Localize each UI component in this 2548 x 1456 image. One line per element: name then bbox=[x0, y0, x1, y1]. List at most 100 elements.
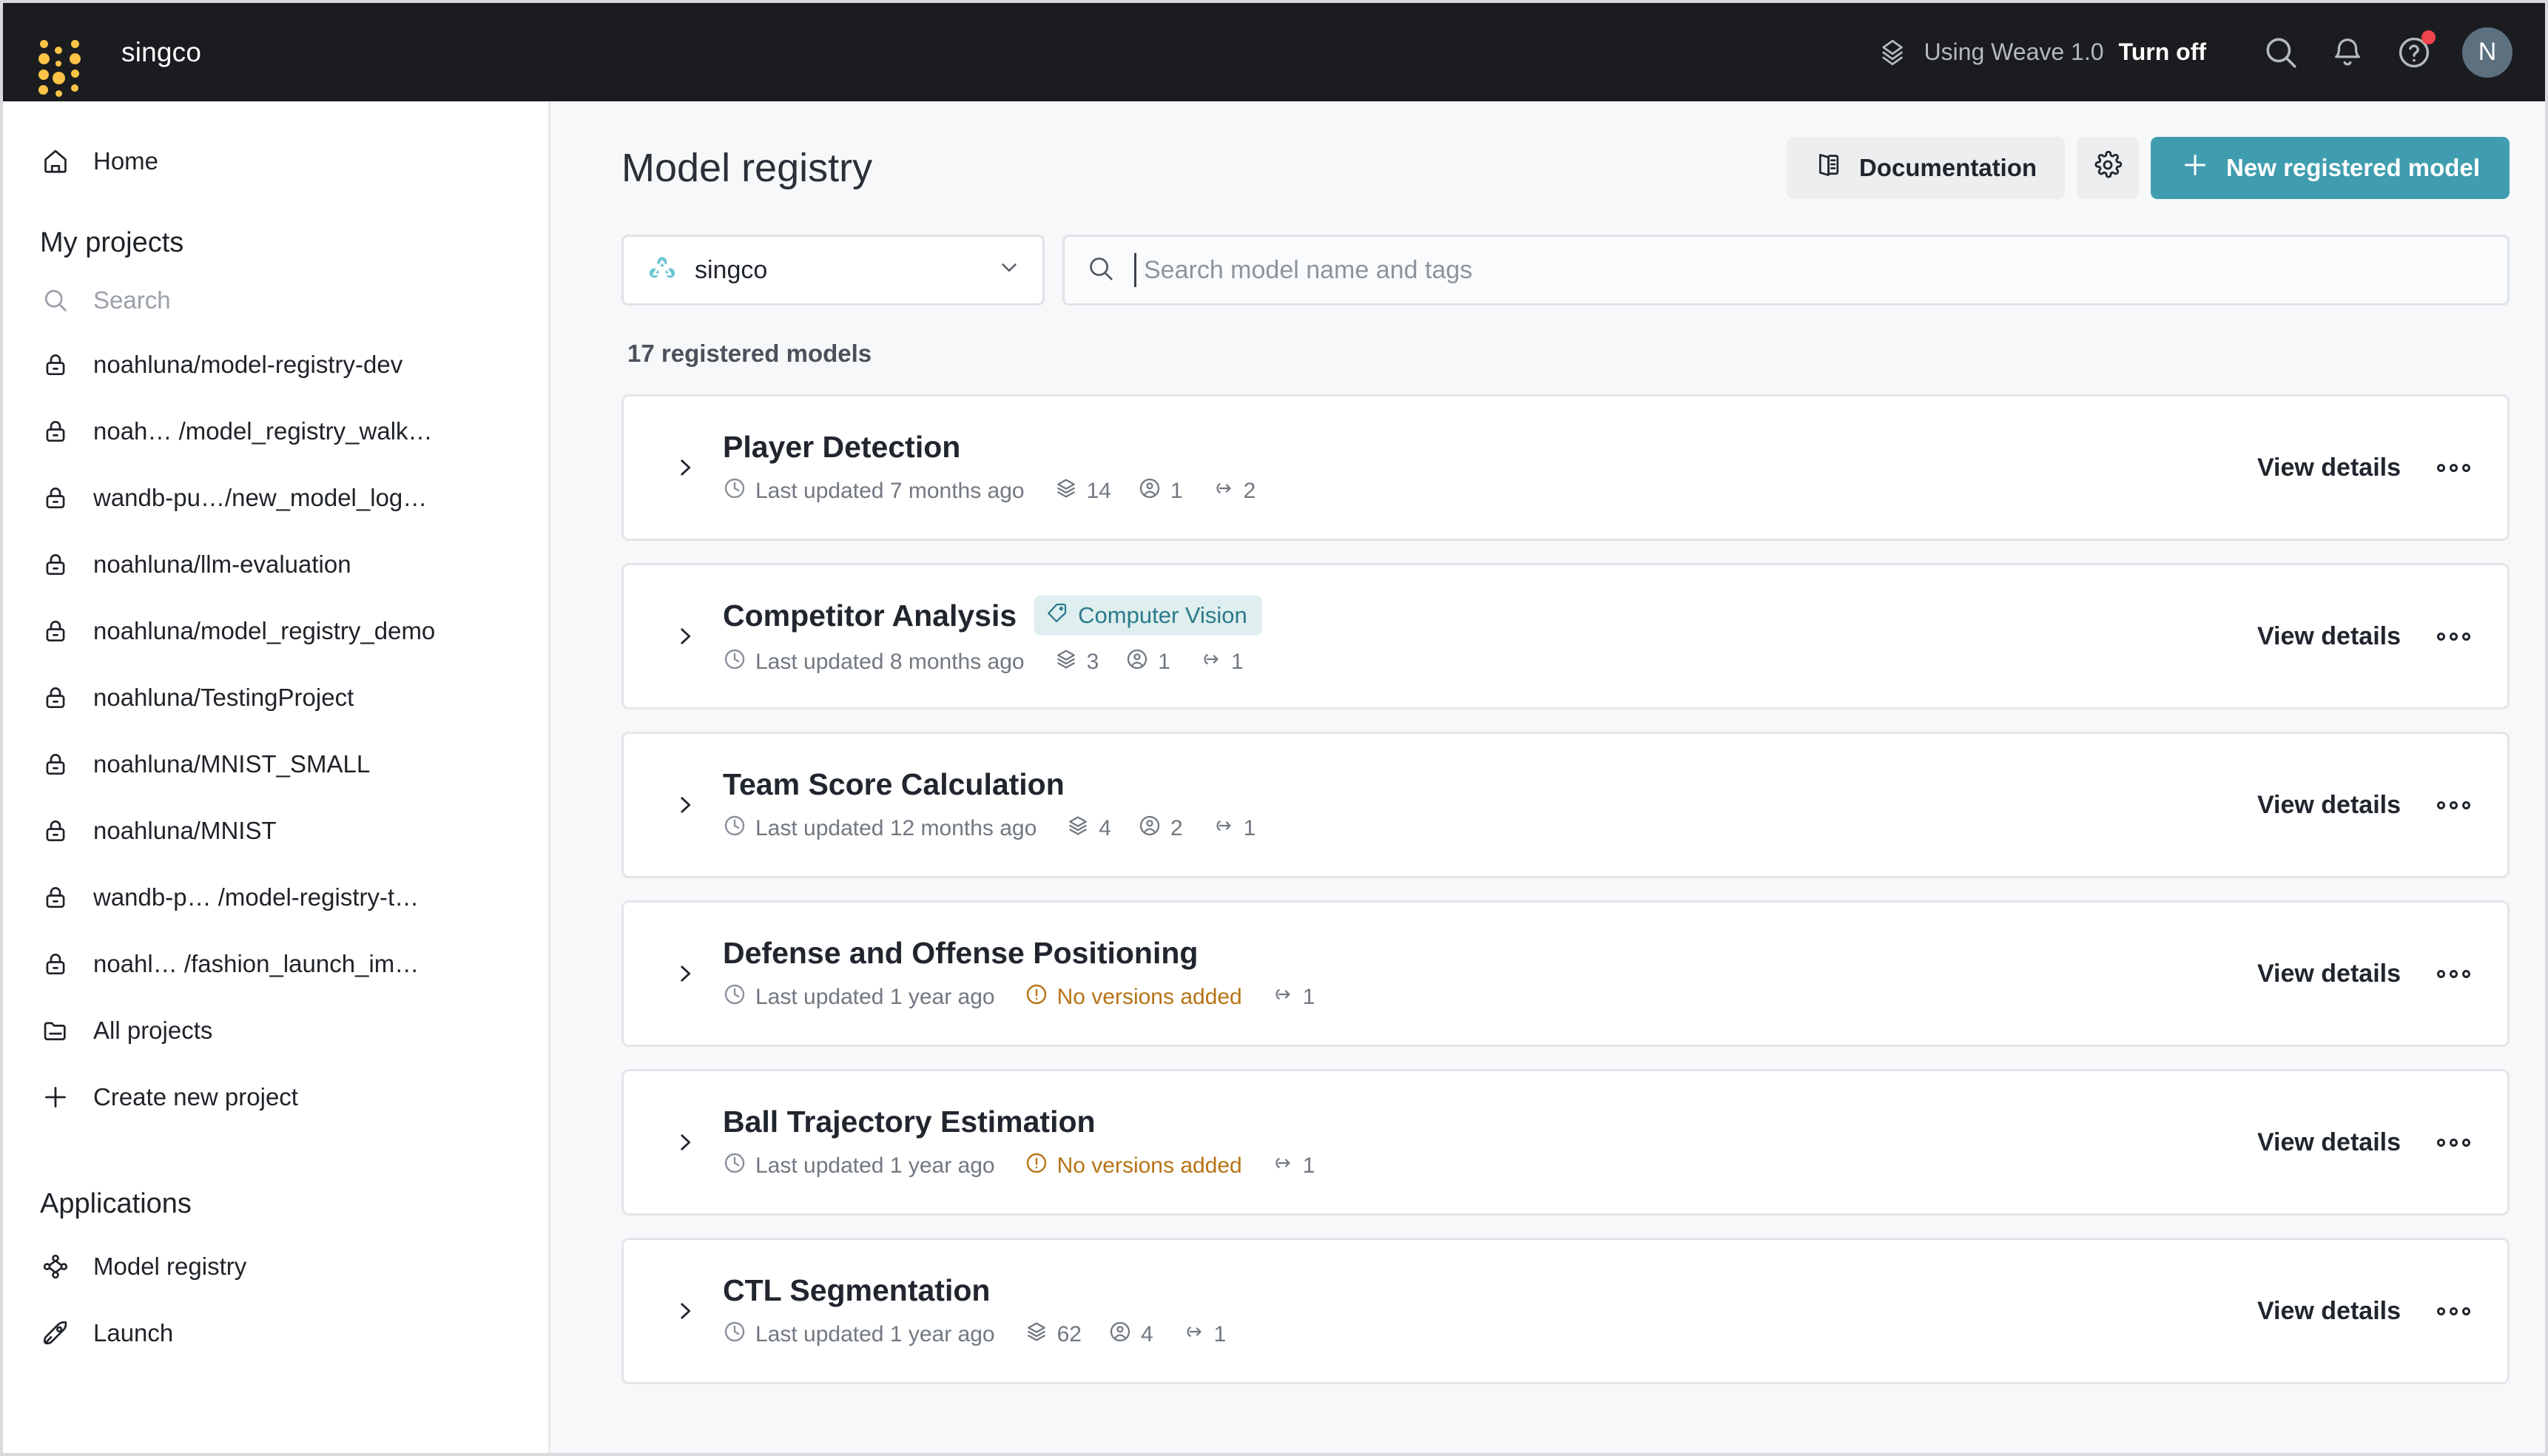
model-search-input[interactable]: Search model name and tags bbox=[1062, 235, 2510, 306]
lock-icon bbox=[40, 948, 71, 980]
expand-chevron-icon[interactable] bbox=[668, 961, 702, 986]
more-options-icon[interactable] bbox=[2426, 1284, 2481, 1338]
chevron-down-icon bbox=[997, 255, 1022, 286]
more-options-icon[interactable] bbox=[2426, 946, 2481, 1001]
user-count-value: 2 bbox=[1170, 815, 1183, 840]
layers-icon bbox=[1066, 814, 1090, 843]
more-options-icon[interactable] bbox=[2426, 778, 2481, 832]
expand-chevron-icon[interactable] bbox=[668, 792, 702, 818]
version-count: 62 bbox=[1025, 1320, 1082, 1349]
model-title[interactable]: Defense and Offense Positioning bbox=[723, 935, 1199, 970]
expand-chevron-icon[interactable] bbox=[668, 624, 702, 649]
user-count: 4 bbox=[1108, 1320, 1153, 1349]
search-icon[interactable] bbox=[2258, 30, 2304, 75]
view-details-button[interactable]: View details bbox=[2257, 790, 2401, 819]
link-count-value: 1 bbox=[1230, 650, 1244, 674]
model-card[interactable]: Defense and Offense Positioning Last upda… bbox=[621, 900, 2510, 1047]
bell-icon[interactable] bbox=[2325, 30, 2370, 75]
sidebar-item-project[interactable]: noah… /model_registry_walk… bbox=[3, 398, 548, 465]
link-count: 1 bbox=[1269, 1151, 1315, 1181]
link-count: 1 bbox=[1197, 647, 1244, 677]
sidebar-item-create-new-project[interactable]: Create new project bbox=[3, 1064, 548, 1130]
sidebar-item-project[interactable]: noahluna/model_registry_demo bbox=[3, 598, 548, 664]
sidebar-item-project[interactable]: noahluna/MNIST_SMALL bbox=[3, 731, 548, 798]
model-title[interactable]: Ball Trajectory Estimation bbox=[723, 1104, 1096, 1139]
model-tag[interactable]: Computer Vision bbox=[1034, 596, 1262, 636]
sidebar-item-label: All projects bbox=[93, 1017, 213, 1044]
workspace-brand-name[interactable]: singco bbox=[121, 36, 202, 67]
view-details-button[interactable]: View details bbox=[2257, 1128, 2401, 1156]
user-count-value: 1 bbox=[1170, 478, 1183, 503]
view-details-button[interactable]: View details bbox=[2257, 959, 2401, 988]
model-card[interactable]: Team Score Calculation Last updated 12 mo… bbox=[621, 732, 2510, 878]
user-count-value: 1 bbox=[1158, 650, 1170, 674]
sidebar-item-label: Create new project bbox=[93, 1083, 298, 1110]
expand-chevron-icon[interactable] bbox=[668, 1298, 702, 1324]
sidebar-item-project[interactable]: wandb-pu…/new_model_log… bbox=[3, 465, 548, 531]
sidebar-item-label: noahluna/model_registry_demo bbox=[93, 617, 436, 644]
model-title-row: Competitor Analysis Computer Vision bbox=[723, 596, 2235, 636]
sidebar-item-project[interactable]: noahl… /fashion_launch_im… bbox=[3, 931, 548, 997]
model-title[interactable]: Team Score Calculation bbox=[723, 766, 1065, 801]
org-select-value: singco bbox=[695, 255, 768, 284]
user-circle-icon bbox=[1138, 476, 1162, 506]
home-icon bbox=[40, 146, 71, 177]
model-title-row: Defense and Offense Positioning bbox=[723, 936, 2235, 971]
settings-button[interactable] bbox=[2077, 137, 2140, 199]
model-card[interactable]: Player Detection Last updated 7 months ag… bbox=[621, 394, 2510, 541]
avatar[interactable]: N bbox=[2462, 27, 2512, 78]
model-search-placeholder: Search model name and tags bbox=[1144, 255, 1473, 284]
clock-icon bbox=[723, 983, 746, 1012]
help-circle-icon[interactable] bbox=[2391, 30, 2437, 75]
sidebar-item-label: wandb-p… /model-registry-t… bbox=[93, 883, 419, 911]
link-count-value: 1 bbox=[1302, 1153, 1315, 1178]
sidebar-item-project[interactable]: noahluna/MNIST bbox=[3, 798, 548, 864]
clock-icon bbox=[723, 1151, 746, 1181]
link-count-value: 1 bbox=[1302, 984, 1315, 1009]
more-options-icon[interactable] bbox=[2426, 440, 2481, 495]
model-title[interactable]: Player Detection bbox=[723, 429, 961, 464]
weave-turn-off-button[interactable]: Turn off bbox=[2118, 38, 2206, 65]
model-card[interactable]: CTL Segmentation Last updated 1 year ago 6… bbox=[621, 1238, 2510, 1384]
last-updated-label: Last updated 1 year ago bbox=[755, 1321, 995, 1347]
sidebar-item-project[interactable]: wandb-p… /model-registry-t… bbox=[3, 864, 548, 931]
view-details-button[interactable]: View details bbox=[2257, 1296, 2401, 1325]
org-select[interactable]: singco bbox=[621, 235, 1045, 306]
sidebar-item-launch[interactable]: Launch bbox=[3, 1300, 548, 1366]
lock-icon bbox=[40, 815, 71, 846]
sidebar-project-search[interactable]: Search bbox=[3, 269, 548, 331]
no-versions-warning: No versions added bbox=[1025, 983, 1242, 1012]
model-card-list: Player Detection Last updated 7 months ag… bbox=[621, 394, 2510, 1384]
documentation-button[interactable]: Documentation bbox=[1786, 137, 2066, 199]
model-title[interactable]: CTL Segmentation bbox=[723, 1273, 991, 1307]
expand-chevron-icon[interactable] bbox=[668, 455, 702, 480]
model-title[interactable]: Competitor Analysis bbox=[723, 598, 1017, 633]
model-card[interactable]: Ball Trajectory Estimation Last updated 1… bbox=[621, 1069, 2510, 1216]
model-tag-label: Computer Vision bbox=[1078, 602, 1247, 628]
last-updated-label: Last updated 12 months ago bbox=[755, 815, 1037, 840]
sidebar-item-home[interactable]: Home bbox=[3, 128, 548, 195]
lock-icon bbox=[40, 616, 71, 647]
clock-icon bbox=[723, 647, 746, 677]
sidebar-item-project[interactable]: noahluna/model-registry-dev bbox=[3, 331, 548, 398]
weave-banner: Using Weave 1.0 Turn off bbox=[1876, 36, 2206, 69]
expand-chevron-icon[interactable] bbox=[668, 1130, 702, 1155]
sidebar-item-project[interactable]: noahluna/llm-evaluation bbox=[3, 531, 548, 598]
more-options-icon[interactable] bbox=[2426, 1115, 2481, 1170]
sidebar-item-project[interactable]: noahluna/TestingProject bbox=[3, 664, 548, 731]
model-card[interactable]: Competitor Analysis Computer Vision Last u… bbox=[621, 563, 2510, 710]
last-updated-label: Last updated 7 months ago bbox=[755, 478, 1025, 503]
sidebar-item-label: noah… /model_registry_walk… bbox=[93, 417, 433, 445]
more-options-icon[interactable] bbox=[2426, 609, 2481, 664]
sidebar-item-model-registry[interactable]: Model registry bbox=[3, 1233, 548, 1300]
view-details-button[interactable]: View details bbox=[2257, 621, 2401, 650]
sidebar-item-label: Model registry bbox=[93, 1253, 247, 1280]
sidebar-item-label: wandb-pu…/new_model_log… bbox=[93, 484, 428, 511]
view-details-button[interactable]: View details bbox=[2257, 453, 2401, 482]
sidebar-item-all-projects[interactable]: All projects bbox=[3, 997, 548, 1064]
version-count-value: 3 bbox=[1086, 650, 1099, 674]
new-registered-model-button[interactable]: New registered model bbox=[2151, 137, 2510, 199]
filters-row: singco Search model name and tags bbox=[621, 235, 2510, 306]
wandb-logo-icon[interactable] bbox=[38, 31, 81, 97]
